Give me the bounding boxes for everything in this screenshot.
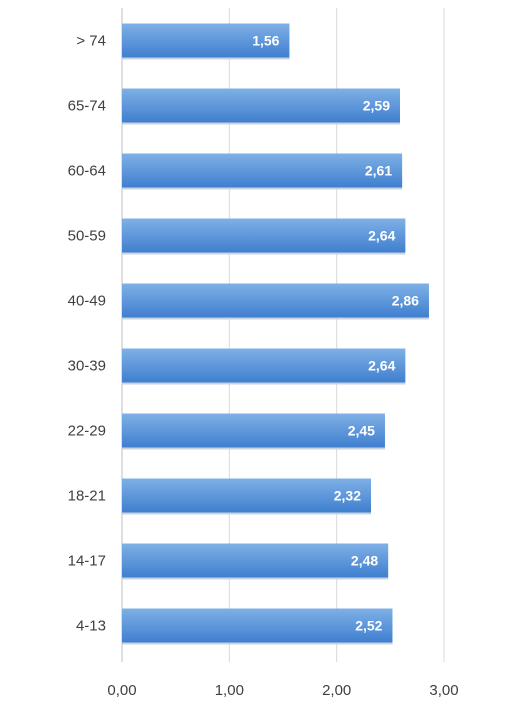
- bar-value-label: 2,64: [368, 358, 395, 374]
- bar: [122, 88, 400, 123]
- category-label: 4-13: [76, 618, 106, 635]
- category-label: 50-59: [68, 228, 106, 245]
- bar-value-label: 2,86: [392, 293, 419, 309]
- x-tick-labels: 0,00 1,00 2,00 3,00: [107, 682, 458, 699]
- bar-value-label: 2,48: [351, 553, 378, 569]
- bar: [122, 413, 385, 448]
- bar: [122, 543, 389, 578]
- category-label: 14-17: [68, 553, 106, 570]
- bar: [122, 153, 403, 188]
- category-labels: > 74 65-74 60-64 50-59 40-49 30-39 22-29 18-21 1…: [68, 33, 106, 635]
- x-tick-label: 3,00: [429, 682, 458, 699]
- x-tick-label: 2,00: [322, 682, 351, 699]
- category-label: 60-64: [68, 163, 106, 180]
- bar: [122, 478, 372, 513]
- bar-value-label: 2,45: [348, 423, 375, 439]
- bar-value-label: 2,52: [355, 618, 382, 634]
- x-tick-label: 1,00: [215, 682, 244, 699]
- category-label: 22-29: [68, 423, 106, 440]
- category-label: 18-21: [68, 488, 106, 505]
- bar: [122, 283, 429, 318]
- category-label: 65-74: [68, 98, 106, 115]
- bar-value-label: 2,32: [334, 488, 361, 504]
- category-label: 40-49: [68, 293, 106, 310]
- bar-value-label: 1,56: [252, 33, 279, 49]
- x-tick-label: 0,00: [107, 682, 136, 699]
- bar-value-label: 2,59: [363, 98, 390, 114]
- category-label: > 74: [76, 33, 106, 50]
- bar-value-label: 2,64: [368, 228, 395, 244]
- bar: [122, 23, 290, 58]
- bar: [122, 218, 406, 253]
- bars: 1,56 2,59 2,61 2,64 2,86 2,64 2,45 2,32 2,48 2,52: [122, 23, 429, 645]
- bar: [122, 608, 393, 643]
- bar-value-label: 2,61: [365, 163, 392, 179]
- category-label: 30-39: [68, 358, 106, 375]
- bar: [122, 348, 406, 383]
